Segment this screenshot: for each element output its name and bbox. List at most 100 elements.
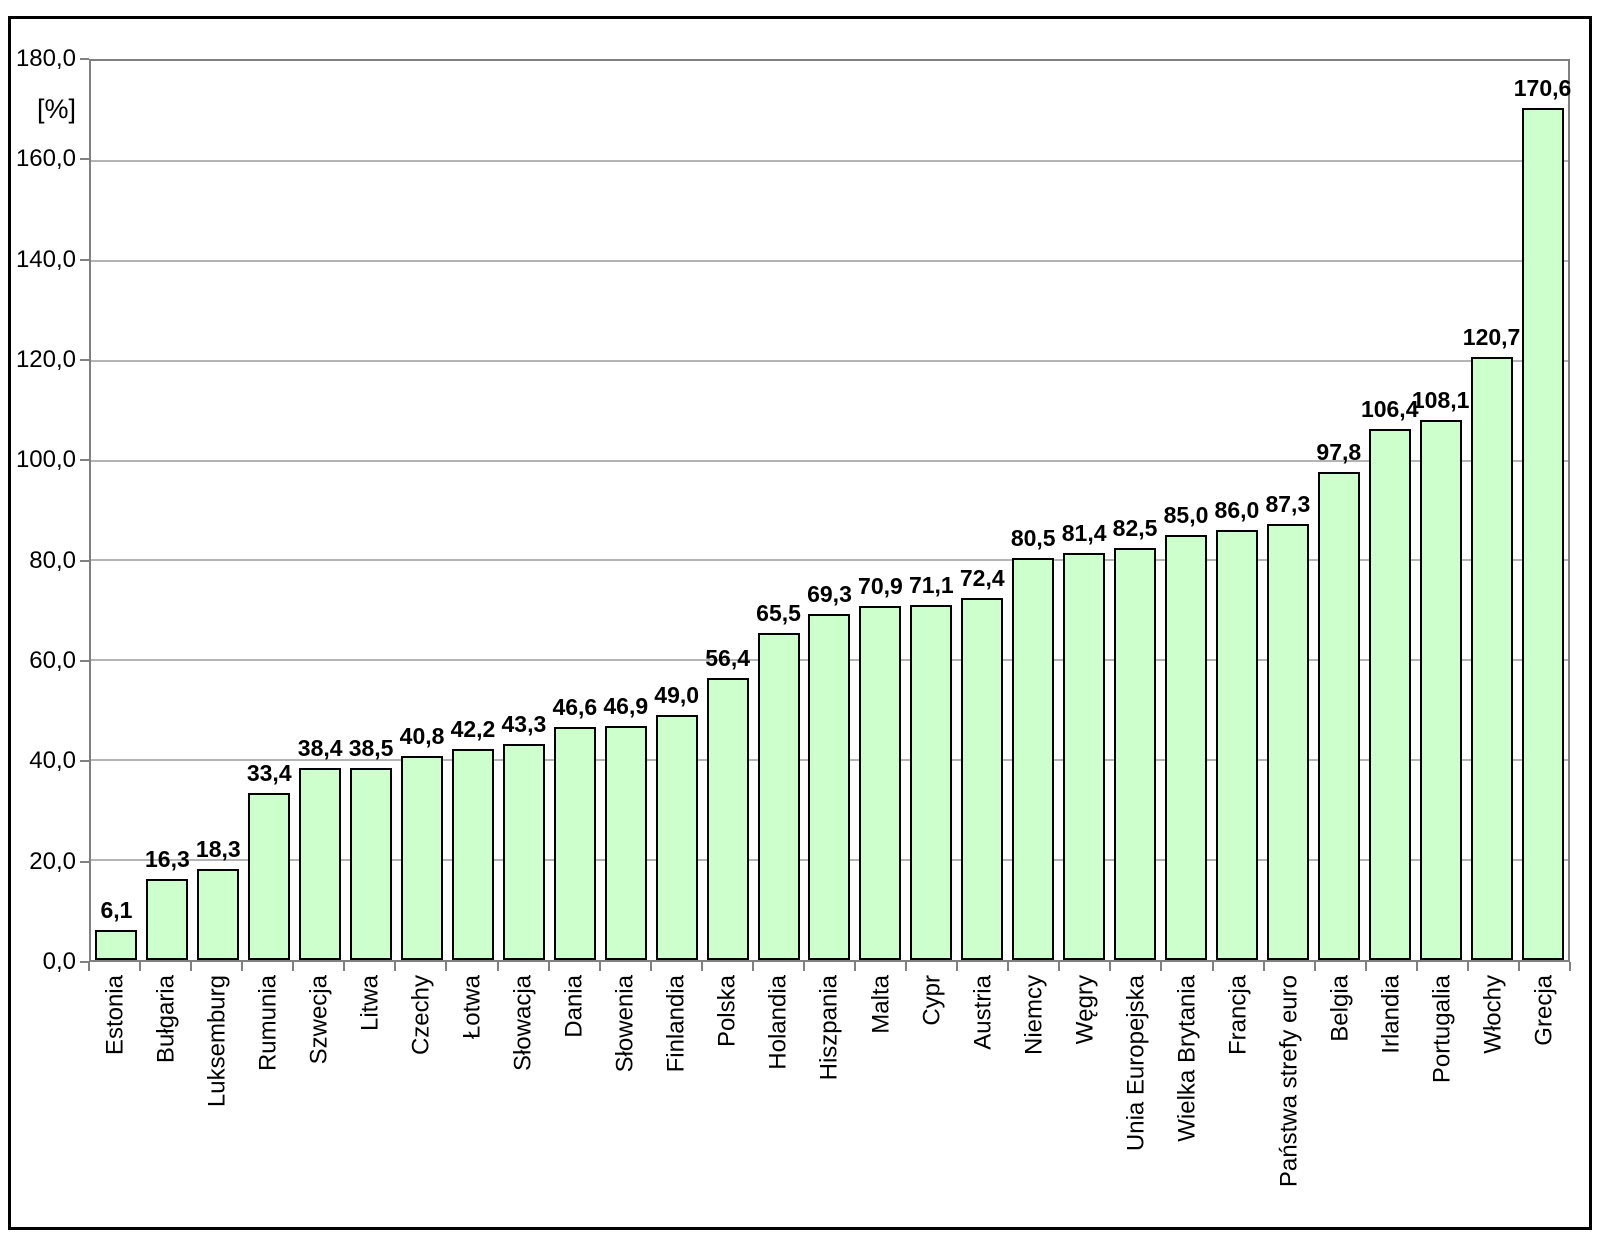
x-axis-tick	[1415, 962, 1418, 971]
bar	[502, 743, 545, 960]
bar	[706, 678, 749, 960]
x-axis-tick	[445, 962, 448, 971]
bar-slot: 80,5	[1008, 61, 1059, 960]
category-cell: Estonia	[89, 975, 140, 1225]
category-label: Holandia	[764, 975, 792, 1070]
category-cell: Litwa	[344, 975, 395, 1225]
bar	[655, 715, 698, 960]
category-label: Włochy	[1479, 975, 1507, 1054]
bar-value-label: 81,4	[1061, 520, 1107, 547]
bar-slot: 38,4	[295, 61, 346, 960]
category-cell: Holandia	[753, 975, 804, 1225]
y-axis-tick	[80, 359, 89, 361]
bar-value-label: 46,9	[603, 692, 649, 719]
y-axis-tick-label: 140,0	[15, 245, 76, 273]
category-label: Rumunia	[254, 975, 282, 1072]
bar-slot: 70,9	[855, 61, 906, 960]
y-axis-tick	[80, 559, 89, 562]
y-axis-tick	[80, 760, 89, 763]
y-axis-tick	[80, 660, 89, 662]
category-cell: Słowenia	[600, 975, 651, 1225]
category-label: Słowenia	[611, 975, 639, 1073]
bar-slot: 120,7	[1463, 61, 1520, 960]
category-label: Państwa strefy euro	[1275, 975, 1303, 1188]
category-cell: Belgia	[1315, 975, 1366, 1225]
bar-value-label: 16,3	[144, 845, 190, 872]
bar-slot: 97,8	[1313, 61, 1364, 960]
y-axis-tick	[80, 158, 89, 161]
x-axis-tick	[496, 962, 499, 971]
x-axis-tick	[802, 962, 805, 971]
bar-value-label: 85,0	[1163, 502, 1209, 529]
y-axis-tick	[80, 459, 89, 462]
bar	[299, 768, 342, 960]
y-axis-unit-label: [%]	[36, 94, 76, 124]
bar	[757, 632, 800, 960]
y-axis-tick	[80, 961, 89, 963]
category-cell: Finlandia	[651, 975, 702, 1225]
x-axis-tick	[854, 962, 857, 971]
category-label: Estonia	[100, 975, 128, 1056]
bar	[95, 929, 138, 960]
bar	[1419, 420, 1462, 960]
x-axis-tick	[649, 962, 652, 971]
x-axis-tick	[751, 962, 754, 971]
x-axis-tick	[1262, 962, 1265, 971]
bar-slot: 86,0	[1211, 61, 1262, 960]
bar	[1266, 524, 1309, 960]
category-cell: Polska	[702, 975, 753, 1225]
category-cell: Francja	[1213, 975, 1264, 1225]
y-axis-tick-label: 0,0	[42, 948, 76, 975]
bar-value-label: 18,3	[195, 835, 241, 862]
bar-slot: 42,2	[448, 61, 499, 960]
bar	[859, 605, 902, 960]
category-cell: Luksemburg	[191, 975, 242, 1225]
y-axis-tick	[80, 258, 89, 261]
category-label: Austria	[969, 975, 997, 1050]
category-cell: Unia Europejska	[1110, 975, 1161, 1225]
category-label: Francja	[1224, 975, 1252, 1056]
gridline	[91, 359, 1568, 362]
category-cell: Portugalia	[1417, 975, 1468, 1225]
bar	[1114, 547, 1157, 960]
bar-slot: 38,5	[346, 61, 397, 960]
category-label: Węgry	[1071, 975, 1099, 1045]
category-cell: Państwa strefy euro	[1264, 975, 1315, 1225]
gridline	[91, 559, 1568, 562]
gridline	[91, 259, 1568, 262]
y-axis-tick	[80, 58, 89, 60]
bar-value-label: 40,8	[399, 723, 445, 750]
bar-slot: 56,4	[702, 61, 753, 960]
bar	[146, 878, 189, 960]
x-axis-tick	[139, 962, 142, 971]
x-axis-tick	[1211, 962, 1214, 971]
category-cell: Dania	[549, 975, 600, 1225]
bar	[961, 598, 1004, 960]
chart-outer-frame	[8, 16, 1592, 1230]
bar-value-label: 82,5	[1112, 514, 1158, 541]
bar-value-label: 6,1	[100, 896, 133, 923]
x-axis-tick	[700, 962, 703, 971]
bar-value-label: 69,3	[807, 580, 852, 607]
y-axis-tick-label: 180,0	[15, 45, 76, 72]
y-axis-tick-label: 120,0	[15, 346, 76, 373]
category-label: Wielka Brytania	[1173, 975, 1201, 1142]
category-cell: Węgry	[1059, 975, 1110, 1225]
bar-slot: 65,5	[753, 61, 804, 960]
bar-value-label: 71,1	[908, 571, 954, 598]
category-cell: Hiszpania	[804, 975, 855, 1225]
bar-slot: 49,0	[651, 61, 702, 960]
bar-slot: 46,6	[549, 61, 600, 960]
category-label: Niemcy	[1020, 975, 1048, 1056]
x-axis-tick	[343, 962, 346, 971]
x-axis-tick	[547, 962, 550, 971]
y-axis-tick-label: 100,0	[15, 446, 76, 474]
bar	[1063, 553, 1106, 960]
bar-value-label: 70,9	[858, 572, 903, 599]
bar	[1165, 535, 1207, 960]
category-label: Dania	[560, 975, 588, 1038]
category-label: Łotwa	[458, 975, 486, 1040]
bar-value-label: 38,5	[348, 734, 394, 761]
category-label: Finlandia	[662, 975, 690, 1073]
category-cell: Cypr	[906, 975, 957, 1225]
